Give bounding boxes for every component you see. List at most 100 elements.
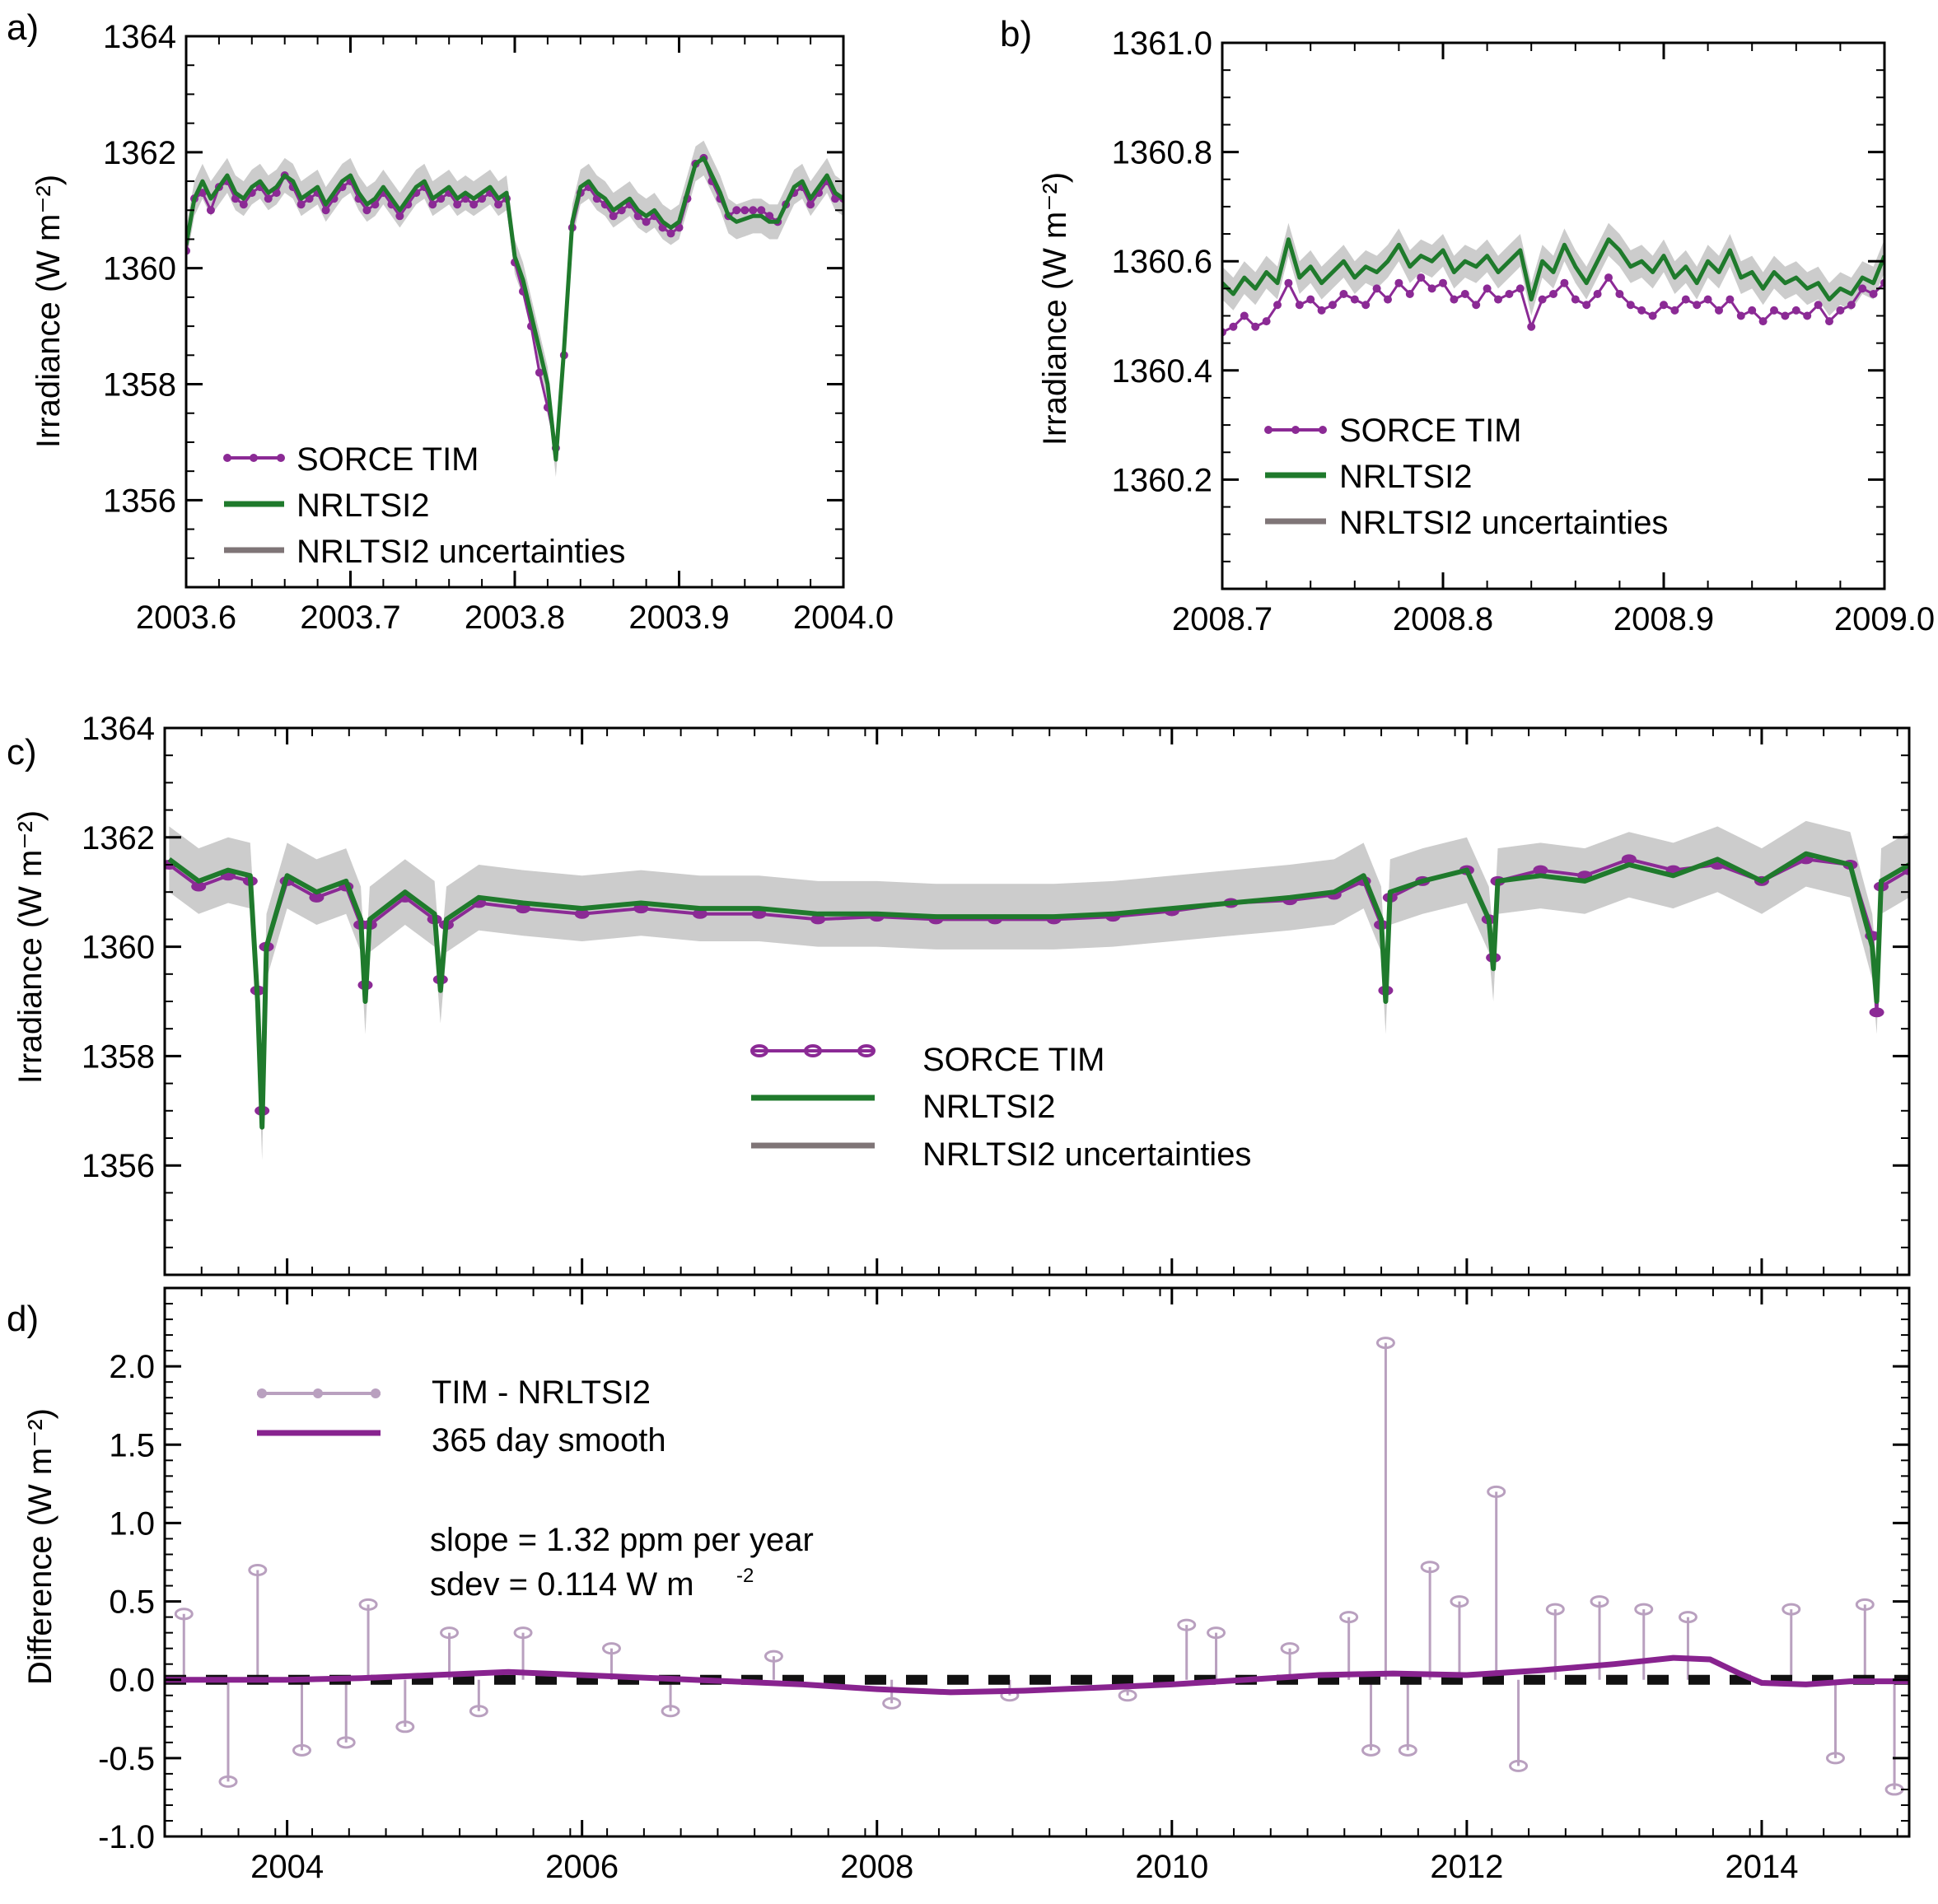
- tim-nrltsi2-point: [1855, 1598, 1875, 1611]
- sorce-tim-point: [1781, 311, 1790, 320]
- sorce-tim-point: [1394, 278, 1403, 287]
- sorce-tim-point: [1825, 317, 1833, 326]
- tim-nrltsi2-point: [1280, 1642, 1300, 1655]
- sorce-tim-point: [1329, 301, 1337, 310]
- panel-d-axes: -1.0 -0.5 0.0 0.5 1.0 1.5 2.0 2004 2006 2008 2010 2…: [98, 1286, 1911, 1885]
- smooth-365-day-line: [165, 1654, 1909, 1696]
- tim-nrltsi2-point: [601, 1642, 621, 1655]
- ytick-label-d: 0.0: [109, 1663, 155, 1699]
- sorce-tim-point: [732, 206, 741, 215]
- panel-b-legend: SORCE TIM NRLTSI2 NRLTSI2 uncertainties: [1264, 413, 1668, 541]
- legend-d-diff-label: TIM - NRLTSI2: [432, 1374, 651, 1411]
- ytick-label-a: 1360: [103, 251, 176, 287]
- sorce-tim-point: [239, 200, 248, 209]
- ytick-label-d: 0.5: [109, 1584, 155, 1621]
- sorce-tim-point: [642, 217, 651, 226]
- legend-c-tim-marker-3: [857, 1044, 876, 1057]
- panel-a: a) Irradiance (W m⁻²) 135613581360136213…: [7, 7, 894, 636]
- sorce-tim-point: [1571, 295, 1580, 304]
- panel-d-label: d): [7, 1299, 39, 1339]
- legend-b-tim-marker-1: [1264, 426, 1273, 434]
- xtick-label-a: 2003.9: [628, 600, 729, 636]
- sorce-tim-point: [810, 914, 826, 925]
- sorce-tim-point: [1791, 306, 1800, 315]
- panel-a-ylabel-text: Irradiance (W m⁻²): [30, 175, 67, 448]
- annotation-sdev-exponent: -2: [736, 1565, 754, 1587]
- tim-nrltsi2-point: [661, 1705, 680, 1718]
- sorce-tim-point: [1527, 322, 1536, 331]
- xtick-label-b: 2008.9: [1613, 601, 1714, 637]
- sorce-tim-point: [1460, 289, 1469, 298]
- xtick-label-a: 2003.8: [465, 600, 565, 636]
- sorce-tim-point: [1736, 311, 1745, 320]
- sorce-tim-point: [806, 200, 815, 209]
- sorce-tim-point: [609, 212, 618, 221]
- sorce-tim-point: [1229, 322, 1238, 331]
- legend-a-tim-marker-1: [223, 454, 231, 462]
- tim-nrltsi2-point: [218, 1775, 238, 1788]
- ytick-label-c: 1360: [82, 930, 155, 966]
- sorce-tim-point: [1681, 295, 1690, 304]
- sorce-tim-point: [1417, 273, 1426, 282]
- legend-c-tim-label: SORCE TIM: [922, 1042, 1105, 1078]
- sorce-tim-point: [1273, 301, 1282, 310]
- ytick-label-d: 1.0: [109, 1505, 155, 1542]
- panel-d-ylabel: Difference (W m⁻²): [22, 1408, 58, 1685]
- panel-b-series: [1222, 222, 1884, 337]
- panel-c-label: c): [7, 732, 37, 772]
- xtick-label-b: 2008.8: [1393, 601, 1493, 637]
- sorce-tim-point: [1626, 301, 1635, 310]
- tim-nrltsi2-point: [395, 1720, 415, 1734]
- sorce-tim-point: [516, 903, 531, 914]
- tim-nrltsi2-point: [1177, 1618, 1197, 1631]
- sorce-tim-point: [362, 206, 371, 215]
- tim-nrltsi2-point: [513, 1626, 533, 1640]
- sorce-tim-point: [1405, 289, 1414, 298]
- sorce-tim-point: [1869, 289, 1878, 298]
- panel-c-frame: [163, 726, 1911, 1276]
- panel-c-axes: 1356 1358 1360 1362 1364: [82, 711, 1911, 1276]
- tim-nrltsi2-point: [1450, 1595, 1469, 1608]
- legend-c-tim-marker-1: [750, 1044, 768, 1057]
- tim-nrltsi2-point: [358, 1598, 378, 1611]
- ytick-label-b: 1361.0: [1112, 26, 1212, 62]
- sorce-tim-point: [1427, 284, 1436, 293]
- legend-b-tim-marker-2: [1291, 426, 1300, 434]
- sorce-tim-point: [1758, 317, 1768, 326]
- panel-c-ylabel: Irradiance (W m⁻²): [12, 810, 49, 1084]
- panel-c-series: [165, 820, 1909, 1160]
- sorce-tim-point: [1538, 295, 1547, 304]
- xtick-label-d: 2006: [545, 1849, 619, 1885]
- legend-d-diff-marker-1: [257, 1388, 267, 1398]
- panel-d: d) Difference (W m⁻²) -1.0 -0.5 0.0 0.5 1.0 1…: [7, 1286, 1911, 1885]
- sorce-tim-point: [751, 908, 767, 919]
- legend-b-nrl-label: NRLTSI2: [1339, 459, 1473, 495]
- nrltsi2-line: [1222, 237, 1884, 302]
- sorce-tim-point: [740, 206, 750, 215]
- panel-c-plot: [165, 820, 1909, 1160]
- sorce-tim-point: [309, 892, 325, 903]
- sorce-tim-point: [633, 903, 649, 914]
- sorce-tim-point: [297, 200, 306, 209]
- panel-b-axes: 1360.2 1360.4 1360.6 1360.8 1361.0 2008.7 2008…: [1112, 26, 1936, 637]
- panel-d-plot: [165, 1337, 1909, 1796]
- tim-nrltsi2-point: [1487, 1485, 1506, 1498]
- annotation-sdev: sdev = 0.114 W m: [430, 1566, 694, 1603]
- sorce-tim-point: [1549, 289, 1557, 298]
- sorce-tim-point: [1648, 311, 1657, 320]
- sorce-tim-point: [1847, 301, 1856, 310]
- ytick-label-d: -0.5: [98, 1741, 155, 1777]
- sorce-tim-point: [1515, 284, 1525, 293]
- sorce-tim-point: [198, 189, 207, 198]
- tim-nrltsi2-point: [1339, 1611, 1359, 1624]
- xtick-label-a: 2004.0: [793, 600, 894, 636]
- sorce-tim-point: [191, 881, 207, 892]
- legend-b-tim-label: SORCE TIM: [1339, 413, 1522, 449]
- sorce-tim-point: [1803, 311, 1812, 320]
- tim-nrltsi2-point: [174, 1608, 194, 1621]
- sorce-tim-point: [1472, 301, 1481, 310]
- sorce-tim-point: [1339, 289, 1348, 298]
- sorce-tim-point: [321, 206, 330, 215]
- ytick-label-a: 1364: [103, 19, 176, 55]
